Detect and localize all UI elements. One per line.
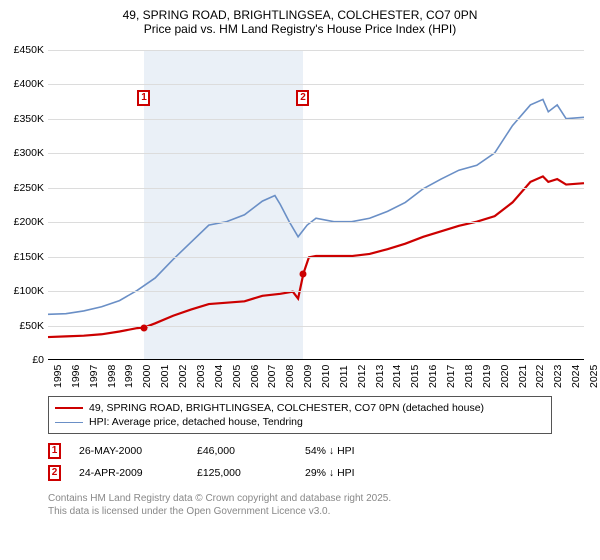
footnote-diff: 54% ↓ HPI (305, 445, 415, 457)
y-axis-label: £150K (0, 251, 44, 263)
title-line-1: 49, SPRING ROAD, BRIGHTLINGSEA, COLCHEST… (10, 8, 590, 22)
chart-title: 49, SPRING ROAD, BRIGHTLINGSEA, COLCHEST… (0, 0, 600, 42)
footnote-row: 1 26-MAY-2000 £46,000 54% ↓ HPI (48, 440, 552, 462)
footnote-marker: 2 (48, 465, 61, 481)
title-line-2: Price paid vs. HM Land Registry's House … (10, 22, 590, 36)
footnote-date: 26-MAY-2000 (79, 445, 179, 457)
y-axis-label: £100K (0, 285, 44, 297)
footnote-marker: 1 (48, 443, 61, 459)
attribution: Contains HM Land Registry data © Crown c… (48, 492, 552, 518)
footnote-row: 2 24-APR-2009 £125,000 29% ↓ HPI (48, 462, 552, 484)
legend-label: HPI: Average price, detached house, Tend… (89, 416, 303, 428)
marker-label: 2 (296, 90, 309, 106)
gridline-y (48, 119, 584, 120)
legend: 49, SPRING ROAD, BRIGHTLINGSEA, COLCHEST… (48, 396, 552, 434)
y-axis-label: £450K (0, 44, 44, 56)
gridline-y (48, 222, 584, 223)
y-axis-label: £250K (0, 182, 44, 194)
x-axis-label: 2025 (588, 365, 600, 388)
gridline-y (48, 50, 584, 51)
y-axis-label: £300K (0, 147, 44, 159)
gridline-y (48, 153, 584, 154)
footnote-price: £125,000 (197, 467, 287, 479)
attribution-line-1: Contains HM Land Registry data © Crown c… (48, 492, 552, 505)
legend-label: 49, SPRING ROAD, BRIGHTLINGSEA, COLCHEST… (89, 402, 484, 414)
gridline-y (48, 84, 584, 85)
y-axis-label: £400K (0, 78, 44, 90)
legend-row: HPI: Average price, detached house, Tend… (55, 415, 545, 429)
y-axis-label: £50K (0, 320, 44, 332)
marker-dot (300, 270, 307, 277)
legend-swatch (55, 407, 83, 409)
series-hpi (48, 99, 584, 314)
marker-dot (141, 325, 148, 332)
footnotes: 1 26-MAY-2000 £46,000 54% ↓ HPI 2 24-APR-2009… (48, 440, 552, 484)
gridline-y (48, 291, 584, 292)
footnote-diff: 29% ↓ HPI (305, 467, 415, 479)
gridline-y (48, 257, 584, 258)
line-series (48, 50, 584, 359)
attribution-line-2: This data is licensed under the Open Gov… (48, 505, 552, 518)
gridline-y (48, 188, 584, 189)
chart-area: 12 £0£50K£100K£150K£200K£250K£300K£350K£… (0, 42, 600, 392)
gridline-y (48, 326, 584, 327)
footnote-date: 24-APR-2009 (79, 467, 179, 479)
marker-label: 1 (137, 90, 150, 106)
legend-row: 49, SPRING ROAD, BRIGHTLINGSEA, COLCHEST… (55, 401, 545, 415)
plot-region: 12 (48, 50, 584, 360)
y-axis-label: £350K (0, 113, 44, 125)
y-axis-label: £200K (0, 216, 44, 228)
footnote-price: £46,000 (197, 445, 287, 457)
legend-swatch (55, 422, 83, 423)
y-axis-label: £0 (0, 354, 44, 366)
